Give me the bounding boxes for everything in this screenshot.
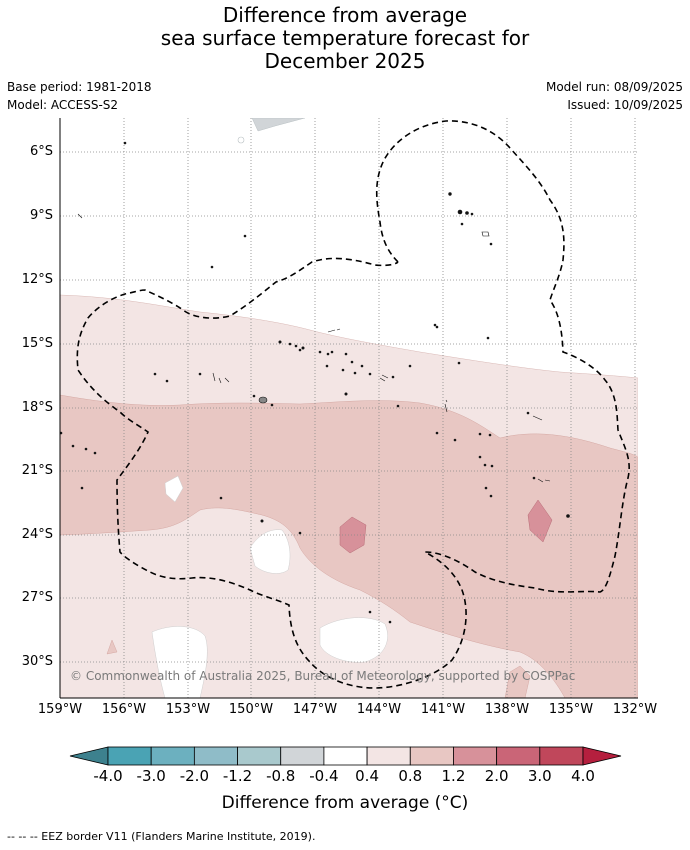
latitude-label: 18°S [21, 400, 53, 415]
anomaly-region-cool [251, 118, 306, 132]
colorbar-segment [237, 746, 282, 766]
longitude-label: 159°W [37, 702, 83, 717]
latitude-label: 9°S [29, 208, 53, 223]
anomaly-region-neutral [151, 626, 208, 698]
graticule [59, 118, 638, 698]
eez-legend-text: -- -- -- EEZ border V11 (Flanders Marine… [7, 830, 316, 843]
longitude-label: 153°W [165, 702, 211, 717]
copyright-text: © Commonwealth of Australia 2025, Bureau… [70, 669, 576, 683]
colorbar-segment [409, 746, 454, 766]
colorbar-tick-label: -0.4 [309, 767, 339, 785]
title-line-3: December 2025 [264, 49, 426, 73]
colorbar-segment [280, 746, 325, 766]
eez-border [76, 120, 630, 689]
colorbar-tick-label: 3.0 [527, 767, 552, 785]
latitude-label: 27°S [21, 590, 53, 605]
meta-left: Base period: 1981-2018 Model: ACCESS-S2 [7, 78, 152, 114]
colorbar-segment [323, 746, 368, 766]
latitude-label: 21°S [21, 463, 53, 478]
anomaly-region-1.2-2.0 [527, 499, 553, 543]
longitude-label: 141°W [420, 702, 466, 717]
colorbar-segment [453, 746, 498, 766]
anomaly-region-1.2-2.0 [339, 516, 367, 554]
colorbar-extend-low [69, 746, 109, 766]
colorbar [69, 746, 622, 766]
longitude-label: 138°W [484, 702, 530, 717]
colorbar-tick-label: -4.0 [93, 767, 123, 785]
anomaly-region-neutral [319, 617, 388, 663]
anomaly-region-neutral [164, 475, 184, 503]
colorbar-segment [539, 746, 584, 766]
colorbar-axis-label: Difference from average (°C) [221, 793, 469, 813]
issued-date: Issued: 10/09/2025 [567, 98, 683, 112]
colorbar-tick-label: -2.0 [179, 767, 209, 785]
colorbar-tick-label: -0.8 [266, 767, 296, 785]
colorbar-segment [496, 746, 541, 766]
latitude-label: 12°S [21, 272, 53, 287]
colorbar-tick-label: -3.0 [136, 767, 166, 785]
colorbar-segment [150, 746, 195, 766]
islands [59, 141, 570, 624]
longitude-label: 135°W [548, 702, 594, 717]
meta-right: Model run: 08/09/2025 Issued: 10/09/2025 [546, 78, 683, 114]
latitude-label: 15°S [21, 336, 53, 351]
colorbar-tick-label: 2.0 [484, 767, 509, 785]
base-period: Base period: 1981-2018 [7, 80, 152, 94]
anomaly-region-0.8-1.2 [106, 639, 118, 655]
colorbar-tick-label: 0.8 [398, 767, 423, 785]
longitude-label: 144°W [356, 702, 402, 717]
colorbar-segment [193, 746, 238, 766]
longitude-label: 156°W [101, 702, 147, 717]
latitude-label: 6°S [29, 144, 53, 159]
colorbar-extend-high [582, 746, 622, 766]
title-line-1: Difference from average [222, 3, 468, 27]
colorbar-segment [107, 746, 152, 766]
colorbar-tick-label: -1.2 [222, 767, 253, 785]
chart-title: Difference from average sea surface temp… [0, 4, 690, 73]
anomaly-region-0.8-1.2 [504, 665, 531, 698]
longitude-label: 150°W [228, 702, 274, 717]
latitude-label: 24°S [21, 527, 53, 542]
colorbar-tick-label: 4.0 [571, 767, 595, 785]
longitude-label: 132°W [612, 702, 658, 717]
model-name: Model: ACCESS-S2 [7, 98, 119, 112]
colorbar-tick-label: 1.2 [441, 767, 466, 785]
colorbar-segment [366, 746, 411, 766]
model-run: Model run: 08/09/2025 [545, 80, 683, 94]
colorbar-tick-label: 0.4 [355, 767, 379, 785]
anomaly-region-neutral [249, 529, 291, 574]
title-line-2: sea surface temperature forecast for [160, 26, 530, 50]
longitude-label: 147°W [292, 702, 338, 717]
latitude-label: 30°S [21, 654, 53, 669]
